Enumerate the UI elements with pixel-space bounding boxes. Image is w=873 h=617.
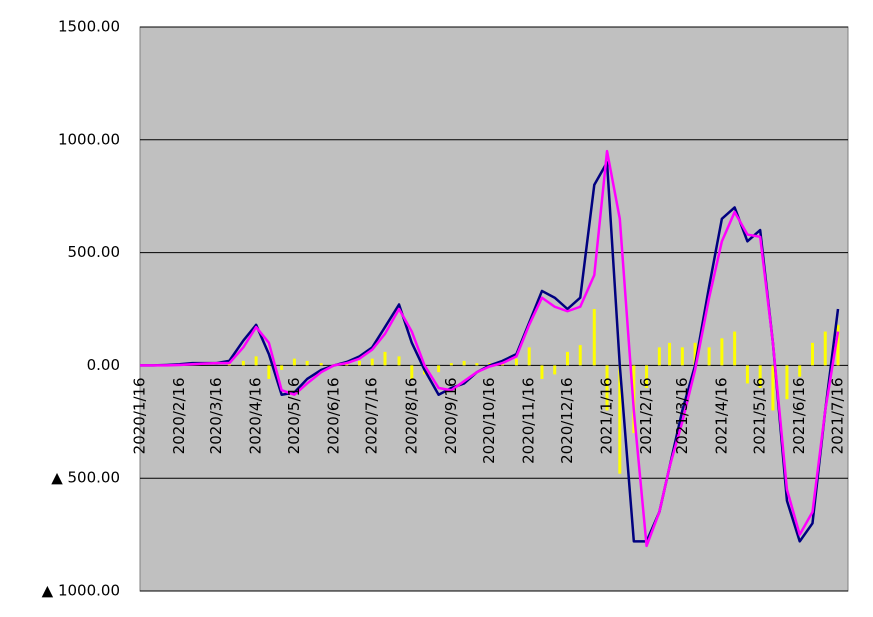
- bar: [383, 351, 387, 366]
- x-tick-label: 2020/5/16: [285, 377, 303, 454]
- bar: [668, 342, 672, 366]
- x-tick-label: 2021/1/16: [598, 377, 616, 454]
- x-tick-label: 2020/10/16: [480, 377, 498, 463]
- y-tick-label: ▲ 1000.00: [42, 582, 120, 600]
- y-tick-label: ▲ 500.00: [51, 469, 120, 487]
- bar: [592, 309, 596, 366]
- bar: [475, 363, 479, 366]
- x-tick-label: 2021/7/16: [829, 377, 847, 454]
- bar: [823, 331, 827, 366]
- bar: [733, 331, 737, 366]
- bar: [319, 363, 323, 366]
- x-tick-label: 2021/6/16: [790, 377, 808, 454]
- x-tick-label: 2021/4/16: [712, 377, 730, 454]
- plot-area: [139, 26, 849, 592]
- bar: [720, 338, 724, 366]
- y-tick-label: 0.00: [87, 356, 120, 374]
- bar: [605, 365, 609, 411]
- bar: [514, 358, 518, 366]
- bar: [397, 356, 401, 366]
- bar: [565, 351, 569, 366]
- bar: [241, 360, 245, 366]
- bar: [693, 342, 697, 366]
- x-tick-label: 2021/3/16: [673, 377, 691, 454]
- x-tick-label: 2020/2/16: [170, 377, 188, 454]
- y-tick-label: 1500.00: [58, 18, 120, 36]
- bar: [527, 347, 531, 366]
- bar: [357, 360, 361, 366]
- bar: [280, 365, 284, 370]
- bar: [657, 347, 661, 366]
- x-tick-label: 2020/7/16: [363, 377, 381, 454]
- x-tick-label: 2021/5/16: [751, 377, 769, 454]
- x-tick-label: 2020/4/16: [247, 377, 265, 454]
- bar: [810, 342, 814, 366]
- bar: [227, 364, 231, 366]
- bar: [410, 365, 414, 379]
- line-series: [140, 149, 840, 548]
- bar: [462, 360, 466, 366]
- bar: [745, 365, 749, 384]
- bar: [292, 358, 296, 366]
- bar: [540, 365, 544, 379]
- bar: [798, 365, 802, 377]
- bar: [771, 365, 775, 411]
- x-tick-label: 2020/11/16: [520, 377, 538, 463]
- bar: [553, 365, 557, 375]
- x-tick-label: 2020/8/16: [402, 377, 420, 454]
- bar: [758, 365, 762, 388]
- bar: [836, 324, 840, 366]
- bar: [645, 365, 649, 388]
- x-tick-label: 2020/1/16: [131, 377, 149, 454]
- bar: [370, 358, 374, 366]
- bar: [267, 365, 271, 379]
- bar: [618, 365, 622, 474]
- x-tick-label: 2020/9/16: [442, 377, 460, 454]
- x-tick-label: 2020/12/16: [558, 377, 576, 463]
- y-tick-label: 500.00: [68, 243, 121, 261]
- y-tick-label: 1000.00: [58, 130, 120, 148]
- bar: [305, 360, 309, 366]
- x-tick-label: 2020/6/16: [324, 377, 342, 454]
- bar: [437, 365, 441, 373]
- bar: [785, 365, 789, 400]
- bar: [680, 347, 684, 366]
- x-tick-label: 2021/2/16: [637, 377, 655, 454]
- bar: [578, 345, 582, 366]
- bar: [707, 347, 711, 366]
- x-tick-label: 2020/3/16: [207, 377, 225, 454]
- bar: [254, 356, 258, 366]
- bar: [449, 363, 453, 366]
